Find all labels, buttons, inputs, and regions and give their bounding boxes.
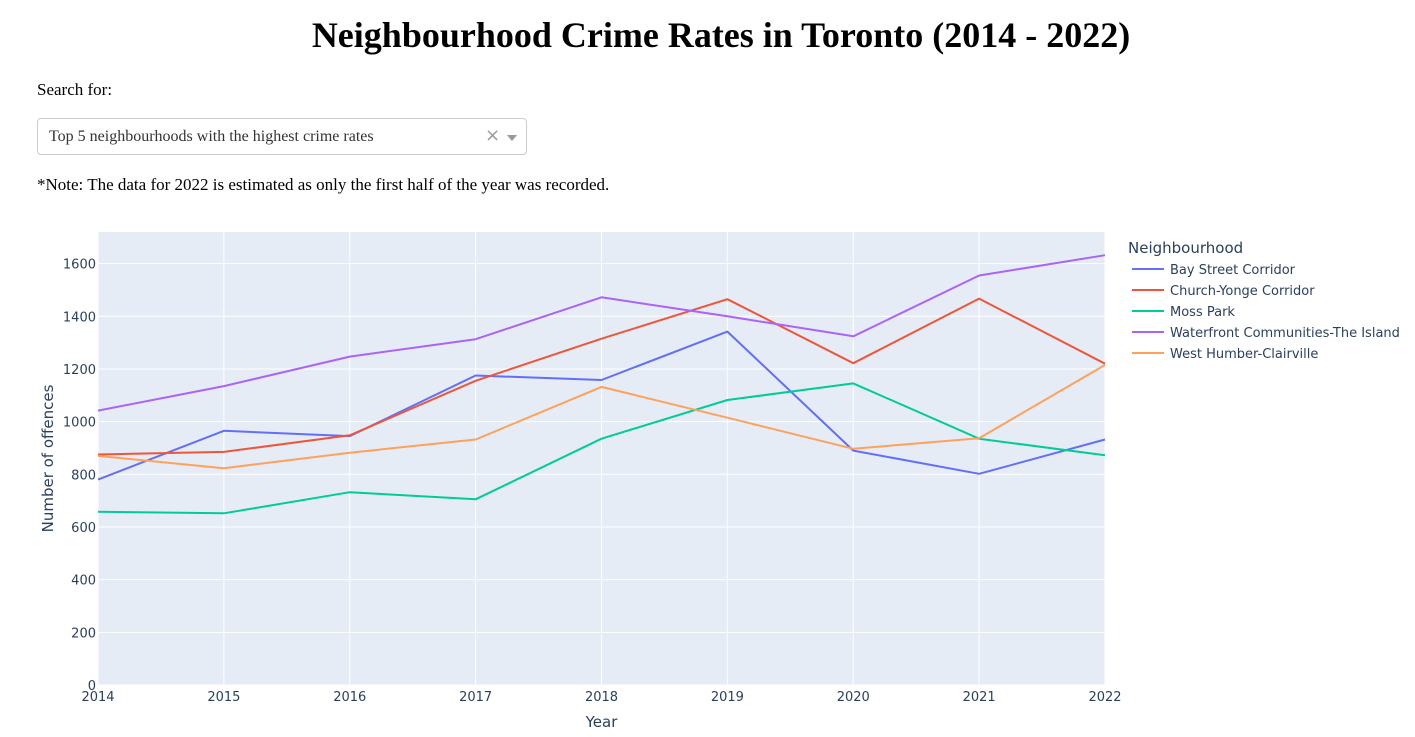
x-tick-label: 2015 — [207, 690, 240, 705]
x-axis-title: Year — [585, 713, 619, 731]
y-tick-label: 0 — [88, 679, 96, 694]
y-tick-label: 1200 — [63, 363, 96, 378]
x-tick-label: 2016 — [333, 690, 366, 705]
x-tick-label: 2020 — [837, 690, 870, 705]
y-tick-label: 200 — [71, 626, 96, 641]
clear-icon[interactable]: × — [485, 125, 501, 146]
y-tick-label: 400 — [71, 574, 96, 589]
series-line — [97, 330, 1106, 481]
x-tick-label: 2019 — [711, 690, 744, 705]
y-tick-label: 1600 — [63, 258, 96, 273]
x-tick-label: 2022 — [1088, 690, 1121, 705]
dropdown-selected-value: Top 5 neighbourhoods with the highest cr… — [49, 128, 374, 145]
series-line — [97, 297, 1106, 456]
x-tick-label: 2014 — [81, 690, 114, 705]
x-tick-label: 2021 — [963, 690, 996, 705]
legend-entry: West Humber-Clairville — [1170, 347, 1318, 362]
neighbourhood-dropdown[interactable]: Top 5 neighbourhoods with the highest cr… — [37, 118, 527, 155]
chevron-down-icon[interactable] — [507, 135, 517, 141]
legend-title: Neighbourhood — [1128, 239, 1243, 257]
note-text: *Note: The data for 2022 is estimated as… — [37, 175, 610, 194]
legend-entry: Church-Yonge Corridor — [1170, 284, 1315, 299]
y-axis-title: Number of offences — [39, 384, 57, 532]
series-line — [97, 254, 1106, 412]
series-line — [97, 382, 1106, 515]
legend-entry: Bay Street Corridor — [1170, 263, 1296, 278]
legend-entry: Waterfront Communities-The Island — [1170, 326, 1400, 341]
x-tick-label: 2018 — [585, 690, 618, 705]
series-line — [97, 364, 1106, 470]
y-tick-label: 800 — [71, 468, 96, 483]
y-tick-label: 1400 — [63, 310, 96, 325]
search-label: Search for: — [37, 80, 113, 99]
legend-entry: Moss Park — [1170, 305, 1235, 320]
x-tick-label: 2017 — [459, 690, 492, 705]
y-tick-label: 1000 — [63, 416, 96, 431]
page-title: Neighbourhood Crime Rates in Toronto (20… — [311, 15, 1131, 55]
y-tick-label: 600 — [71, 521, 96, 536]
